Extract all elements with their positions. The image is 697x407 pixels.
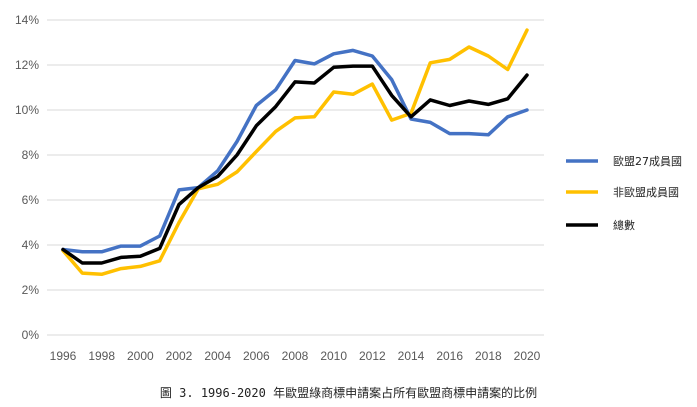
y-tick-label: 10%: [15, 103, 39, 117]
x-axis-ticks: 1996 1998 2000 2002 2004 2006 2008 2010 2012 2014…: [50, 349, 541, 363]
y-tick-label: 14%: [15, 13, 39, 27]
gridlines: [47, 20, 544, 335]
series-line: [63, 66, 527, 263]
legend-label: 歐盟27成員國: [613, 154, 682, 168]
legend: 歐盟27成員國非歐盟成員國總數: [566, 154, 682, 232]
x-tick-label: 1998: [88, 349, 115, 363]
x-tick-label: 2004: [204, 349, 231, 363]
series-line: [63, 30, 527, 274]
x-tick-label: 2014: [398, 349, 425, 363]
legend-label: 非歐盟成員國: [613, 185, 679, 199]
x-tick-label: 2006: [243, 349, 270, 363]
y-axis-ticks: 0% 2% 4% 6% 8% 10% 12% 14%: [15, 13, 39, 342]
x-tick-label: 2018: [475, 349, 502, 363]
y-tick-label: 6%: [22, 193, 40, 207]
x-tick-label: 2008: [282, 349, 309, 363]
x-tick-label: 2012: [359, 349, 386, 363]
y-tick-label: 4%: [22, 238, 40, 252]
y-tick-label: 0%: [22, 328, 40, 342]
x-tick-label: 2016: [436, 349, 463, 363]
y-tick-label: 12%: [15, 58, 39, 72]
figure-caption: 圖 3. 1996-2020 年歐盟綠商標申請案占所有歐盟商標申請案的比例: [0, 384, 697, 401]
x-tick-label: 2000: [127, 349, 154, 363]
x-tick-label: 2020: [514, 349, 541, 363]
x-tick-label: 2002: [166, 349, 193, 363]
x-tick-label: 2010: [320, 349, 347, 363]
y-tick-label: 8%: [22, 148, 40, 162]
x-tick-label: 1996: [50, 349, 77, 363]
y-tick-label: 2%: [22, 283, 40, 297]
series-lines: [63, 30, 527, 274]
legend-label: 總數: [613, 218, 635, 232]
